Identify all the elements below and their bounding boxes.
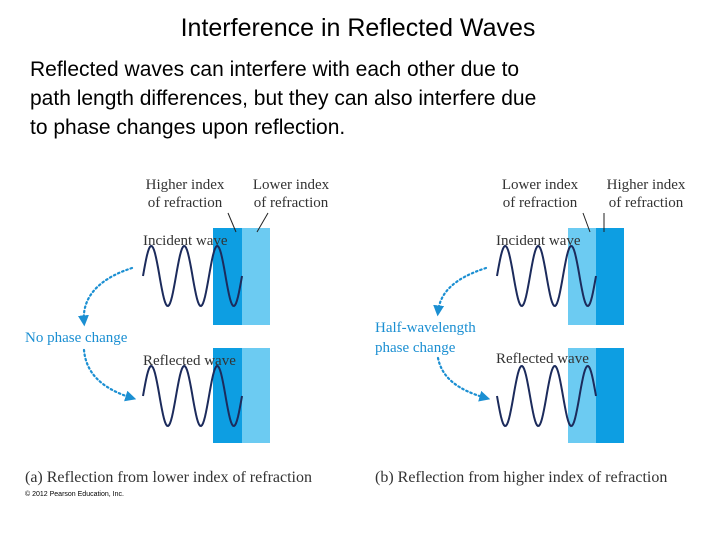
arrow [82,348,137,402]
panel-a: Higher index of refraction Lower index o… [25,177,330,486]
copyright: © 2012 Pearson Education, Inc. [25,490,124,498]
title: Interference in Reflected Waves [181,14,536,42]
light-medium [242,348,270,443]
reflected-wave [496,364,597,428]
dense-medium [213,228,242,325]
light-medium [568,348,596,443]
arrow [77,266,134,327]
pointer [582,212,591,233]
incident-wave [142,244,243,308]
caption: (b) Reflection from higher index of refr… [375,469,667,486]
wave-label: Incident wave [496,233,581,249]
incident-wave [496,244,597,308]
arrow [433,266,488,317]
arrow [436,356,491,402]
medium-label: Lower index [253,177,330,193]
pointer [256,212,269,233]
phase-label: Half-wavelength [375,320,476,336]
dense-medium [213,348,242,443]
reflected-wave [142,364,243,428]
medium-label: Lower index [502,177,579,193]
wave-label: Reflected wave [496,351,589,367]
medium-label: of refraction [254,195,329,211]
caption: (a) Reflection from lower index of refra… [25,469,312,486]
phase-label: phase change [375,340,456,356]
phase-label: No phase change [25,330,128,346]
medium-label: of refraction [609,195,684,211]
body-line: Reflected waves can interfere with each … [30,58,519,81]
wave-label: Incident wave [143,233,228,249]
panel-b: Lower index of refraction Higher index o… [375,177,686,486]
pointer [227,212,237,233]
light-medium [568,228,596,325]
wave-label: Reflected wave [143,353,236,369]
body-line: to phase changes upon reflection. [30,116,345,139]
medium-label: Higher index [146,177,225,193]
light-medium [242,228,270,325]
medium-label: of refraction [503,195,578,211]
dense-medium [596,348,624,443]
dense-medium [596,228,624,325]
medium-label: of refraction [148,195,223,211]
body-line: path length differences, but they can al… [30,87,536,110]
medium-label: Higher index [607,177,686,193]
